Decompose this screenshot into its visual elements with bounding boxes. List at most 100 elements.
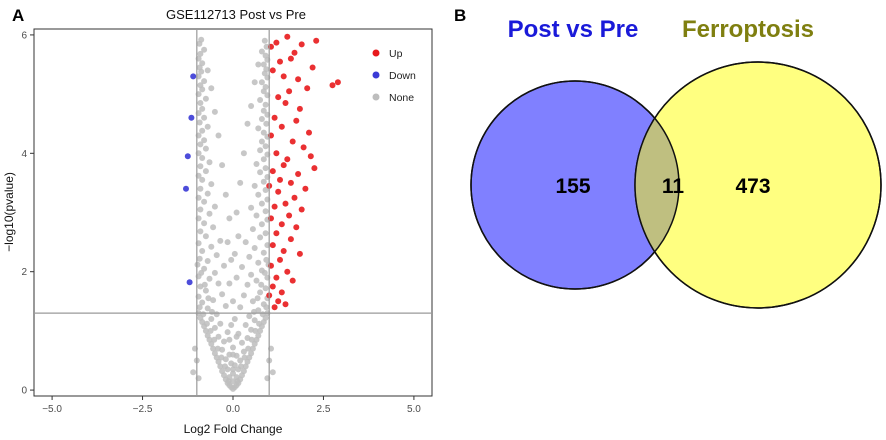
point-none-90 [248,271,255,278]
point-none-247 [256,320,263,327]
point-none-37 [230,344,236,351]
point-none-79 [219,291,226,298]
point-none-186 [263,66,270,73]
point-none-227 [269,369,276,376]
point-none-111 [202,233,209,240]
point-none-262 [194,261,201,268]
point-none-33 [240,348,247,355]
x-axis-title: Log2 Fold Change [184,422,283,436]
volcano-plot: A GSE112713 Post vs Pre −5.0 −2.5 0.0 2.5 5.… [2,6,433,436]
y-tick-label-2: 4 [21,149,27,160]
point-none-95 [221,262,227,269]
point-none-249 [259,311,266,318]
point-none-152 [262,143,269,150]
point-none-142 [262,165,269,172]
point-none-123 [197,206,204,213]
point-none-239 [241,354,248,361]
point-none-69 [204,305,211,312]
panel-letter-a: A [12,6,24,25]
point-none-46 [255,332,262,339]
point-none-73 [199,299,206,306]
point-none-110 [257,234,264,241]
point-none-193 [197,50,204,57]
point-none-40 [239,339,245,346]
point-up-60 [282,301,289,308]
point-none-125 [211,203,218,210]
point-up-24 [289,138,296,145]
point-none-143 [197,163,204,170]
point-none-240 [218,354,225,361]
point-none-126 [258,200,265,207]
point-none-242 [214,345,221,352]
point-none-258 [201,281,208,288]
point-none-192 [262,52,269,59]
point-none-113 [197,228,204,235]
point-none-19 [242,363,249,370]
point-none-223 [233,333,240,340]
point-none-200 [251,79,258,86]
point-none-171 [197,100,204,106]
point-none-75 [210,297,217,304]
point-none-32 [211,350,218,357]
legend-swatch-down [372,71,380,79]
y-tick-label-0: 0 [21,386,27,397]
point-none-57 [217,320,224,327]
point-up-30 [311,165,318,172]
point-up-54 [273,274,280,281]
point-none-160 [255,125,262,132]
point-none-218 [233,274,240,281]
point-up-40 [271,203,278,210]
point-none-255 [254,295,261,302]
point-none-97 [204,258,211,264]
point-none-236 [225,378,232,385]
point-none-102 [260,249,267,256]
point-up-32 [295,171,302,177]
point-none-70 [237,304,244,311]
point-none-169 [199,105,206,112]
point-none-47 [204,332,211,339]
point-none-250 [200,311,207,318]
legend-label-up: Up [389,48,403,60]
point-none-130 [255,191,262,198]
point-none-49 [224,329,231,336]
x-tick-label-4: 5.0 [407,404,421,415]
point-none-209 [219,162,226,169]
point-none-211 [222,191,229,198]
point-none-202 [255,61,262,68]
point-none-86 [253,277,260,284]
point-none-178 [262,84,269,90]
point-up-5 [277,58,283,65]
point-none-161 [204,123,211,130]
volcano-title: GSE112713 Post vs Pre [166,7,306,22]
point-up-26 [273,150,280,157]
point-up-45 [293,224,300,231]
point-none-103 [199,248,206,254]
point-none-93 [201,265,208,272]
point-none-101 [213,252,220,259]
point-none-216 [231,250,238,257]
point-up-21 [278,123,285,130]
point-none-196 [263,43,270,50]
point-up-44 [278,221,285,228]
point-none-234 [230,366,236,373]
point-up-55 [289,277,296,284]
point-up-8 [334,79,341,86]
point-none-87 [206,275,213,282]
point-none-36 [210,345,217,352]
point-none-172 [257,97,264,103]
point-none-254 [209,308,215,315]
venn-panel: B Post vs Pre Ferroptosis 155 11 473 [440,0,886,440]
point-none-212 [233,209,240,216]
point-none-224 [226,336,233,343]
point-up-25 [300,144,307,151]
x-tick-label-3: 2.5 [317,404,331,415]
point-none-14 [230,370,236,377]
point-none-217 [228,256,235,263]
venn-diagram: B Post vs Pre Ferroptosis 155 11 473 [454,6,882,309]
legend-swatch-up [372,49,380,57]
point-up-38 [291,194,298,201]
point-none-22 [228,360,235,367]
point-none-205 [211,108,218,115]
point-none-80 [257,289,264,296]
point-none-117 [201,220,208,227]
